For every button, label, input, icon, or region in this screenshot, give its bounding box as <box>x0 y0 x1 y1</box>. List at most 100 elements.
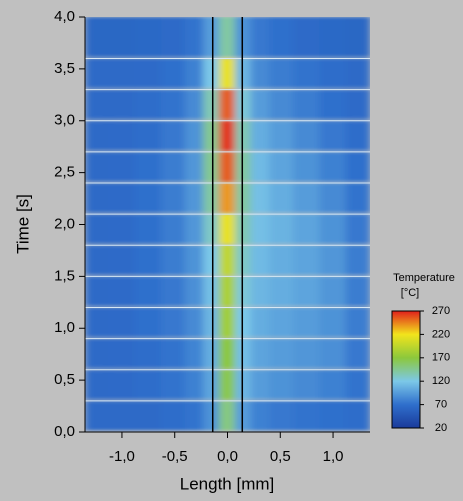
heat-cell <box>219 120 236 151</box>
heat-cell <box>203 151 221 182</box>
x-tick-label: 0,0 <box>217 448 238 465</box>
heat-cell <box>250 245 271 275</box>
heat-cell <box>85 58 110 89</box>
y-tick-label: 0,5 <box>54 371 75 388</box>
heat-cell <box>269 183 294 213</box>
heat-cell <box>345 17 370 57</box>
heat-cell <box>134 400 163 431</box>
heat-cell <box>85 307 110 338</box>
y-axis-label: Time [s] <box>13 194 32 254</box>
heat-cell <box>319 369 347 400</box>
heat-cell <box>203 17 221 57</box>
heat-cell <box>250 369 271 400</box>
heat-cell <box>161 58 186 89</box>
heat-cell <box>234 400 252 431</box>
heat-cell <box>108 214 136 244</box>
heat-cell <box>161 17 186 57</box>
y-tick-label: 1,5 <box>54 267 75 284</box>
heat-cell <box>292 120 321 151</box>
heat-cell <box>269 17 294 57</box>
heat-cell <box>250 151 271 182</box>
heat-cell <box>269 214 294 244</box>
heat-cell <box>234 338 252 369</box>
heat-cell <box>203 245 221 275</box>
heat-cell <box>234 120 252 151</box>
heat-cell <box>184 17 205 57</box>
heat-cell <box>234 369 252 400</box>
x-tick-label: -1,0 <box>109 448 135 465</box>
heat-cell <box>161 338 186 369</box>
heat-cell <box>184 183 205 213</box>
heat-cell <box>134 151 163 182</box>
heat-cell <box>292 58 321 89</box>
heat-cell <box>161 214 186 244</box>
heat-cell <box>85 400 110 431</box>
heat-cell <box>250 183 271 213</box>
heat-cell <box>319 120 347 151</box>
heat-cell <box>184 369 205 400</box>
heat-cell <box>85 89 110 120</box>
heat-cell <box>269 369 294 400</box>
heat-cell <box>219 369 236 400</box>
heat-cell <box>134 369 163 400</box>
heat-cell <box>345 183 370 213</box>
heat-cell <box>184 89 205 120</box>
colorbar-tick-label: 20 <box>435 422 447 434</box>
heat-cell <box>219 214 236 244</box>
heat-cell <box>108 400 136 431</box>
heat-cell <box>234 276 252 306</box>
colorbar-tick-label: 220 <box>432 328 450 340</box>
heat-cell <box>250 338 271 369</box>
y-tick-label: 3,0 <box>54 112 75 129</box>
heat-cell <box>234 183 252 213</box>
heat-cell <box>134 183 163 213</box>
heat-cell <box>319 400 347 431</box>
colorbar-tick-label: 120 <box>432 375 450 387</box>
heat-cell <box>161 151 186 182</box>
heat-cell <box>345 307 370 338</box>
heat-cell <box>250 307 271 338</box>
heat-cell <box>85 338 110 369</box>
heat-cell <box>345 89 370 120</box>
heat-cell <box>203 369 221 400</box>
heat-cell <box>85 245 110 275</box>
heat-cell <box>269 338 294 369</box>
heatmap <box>85 17 370 431</box>
heat-cell <box>219 89 236 120</box>
heat-cell <box>203 120 221 151</box>
heat-cell <box>85 276 110 306</box>
heat-cell <box>292 183 321 213</box>
heat-cell <box>184 400 205 431</box>
heat-cell <box>292 89 321 120</box>
heat-cell <box>345 276 370 306</box>
heat-cell <box>134 120 163 151</box>
heat-cell <box>269 89 294 120</box>
heat-cell <box>184 276 205 306</box>
heat-cell <box>269 276 294 306</box>
heat-cell <box>134 307 163 338</box>
heat-cell <box>134 338 163 369</box>
heat-cell <box>161 120 186 151</box>
heat-cell <box>203 183 221 213</box>
heat-cell <box>108 89 136 120</box>
heat-cell <box>108 369 136 400</box>
heat-cell <box>219 276 236 306</box>
heat-cell <box>269 151 294 182</box>
heat-cell <box>319 89 347 120</box>
heat-cell <box>234 151 252 182</box>
heat-cell <box>345 214 370 244</box>
heat-cell <box>319 338 347 369</box>
x-tick-label: 0,5 <box>270 448 291 465</box>
heat-cell <box>85 151 110 182</box>
heat-cell <box>319 17 347 57</box>
heat-cell <box>85 183 110 213</box>
colorbar-title: Temperature <box>393 272 455 284</box>
heat-cell <box>292 338 321 369</box>
y-tick-label: 1,0 <box>54 319 75 336</box>
heat-cell <box>292 400 321 431</box>
heat-cell <box>319 245 347 275</box>
heat-cell <box>319 183 347 213</box>
heat-cell <box>134 17 163 57</box>
heat-cell <box>292 151 321 182</box>
y-tick-label: 4,0 <box>54 8 75 25</box>
